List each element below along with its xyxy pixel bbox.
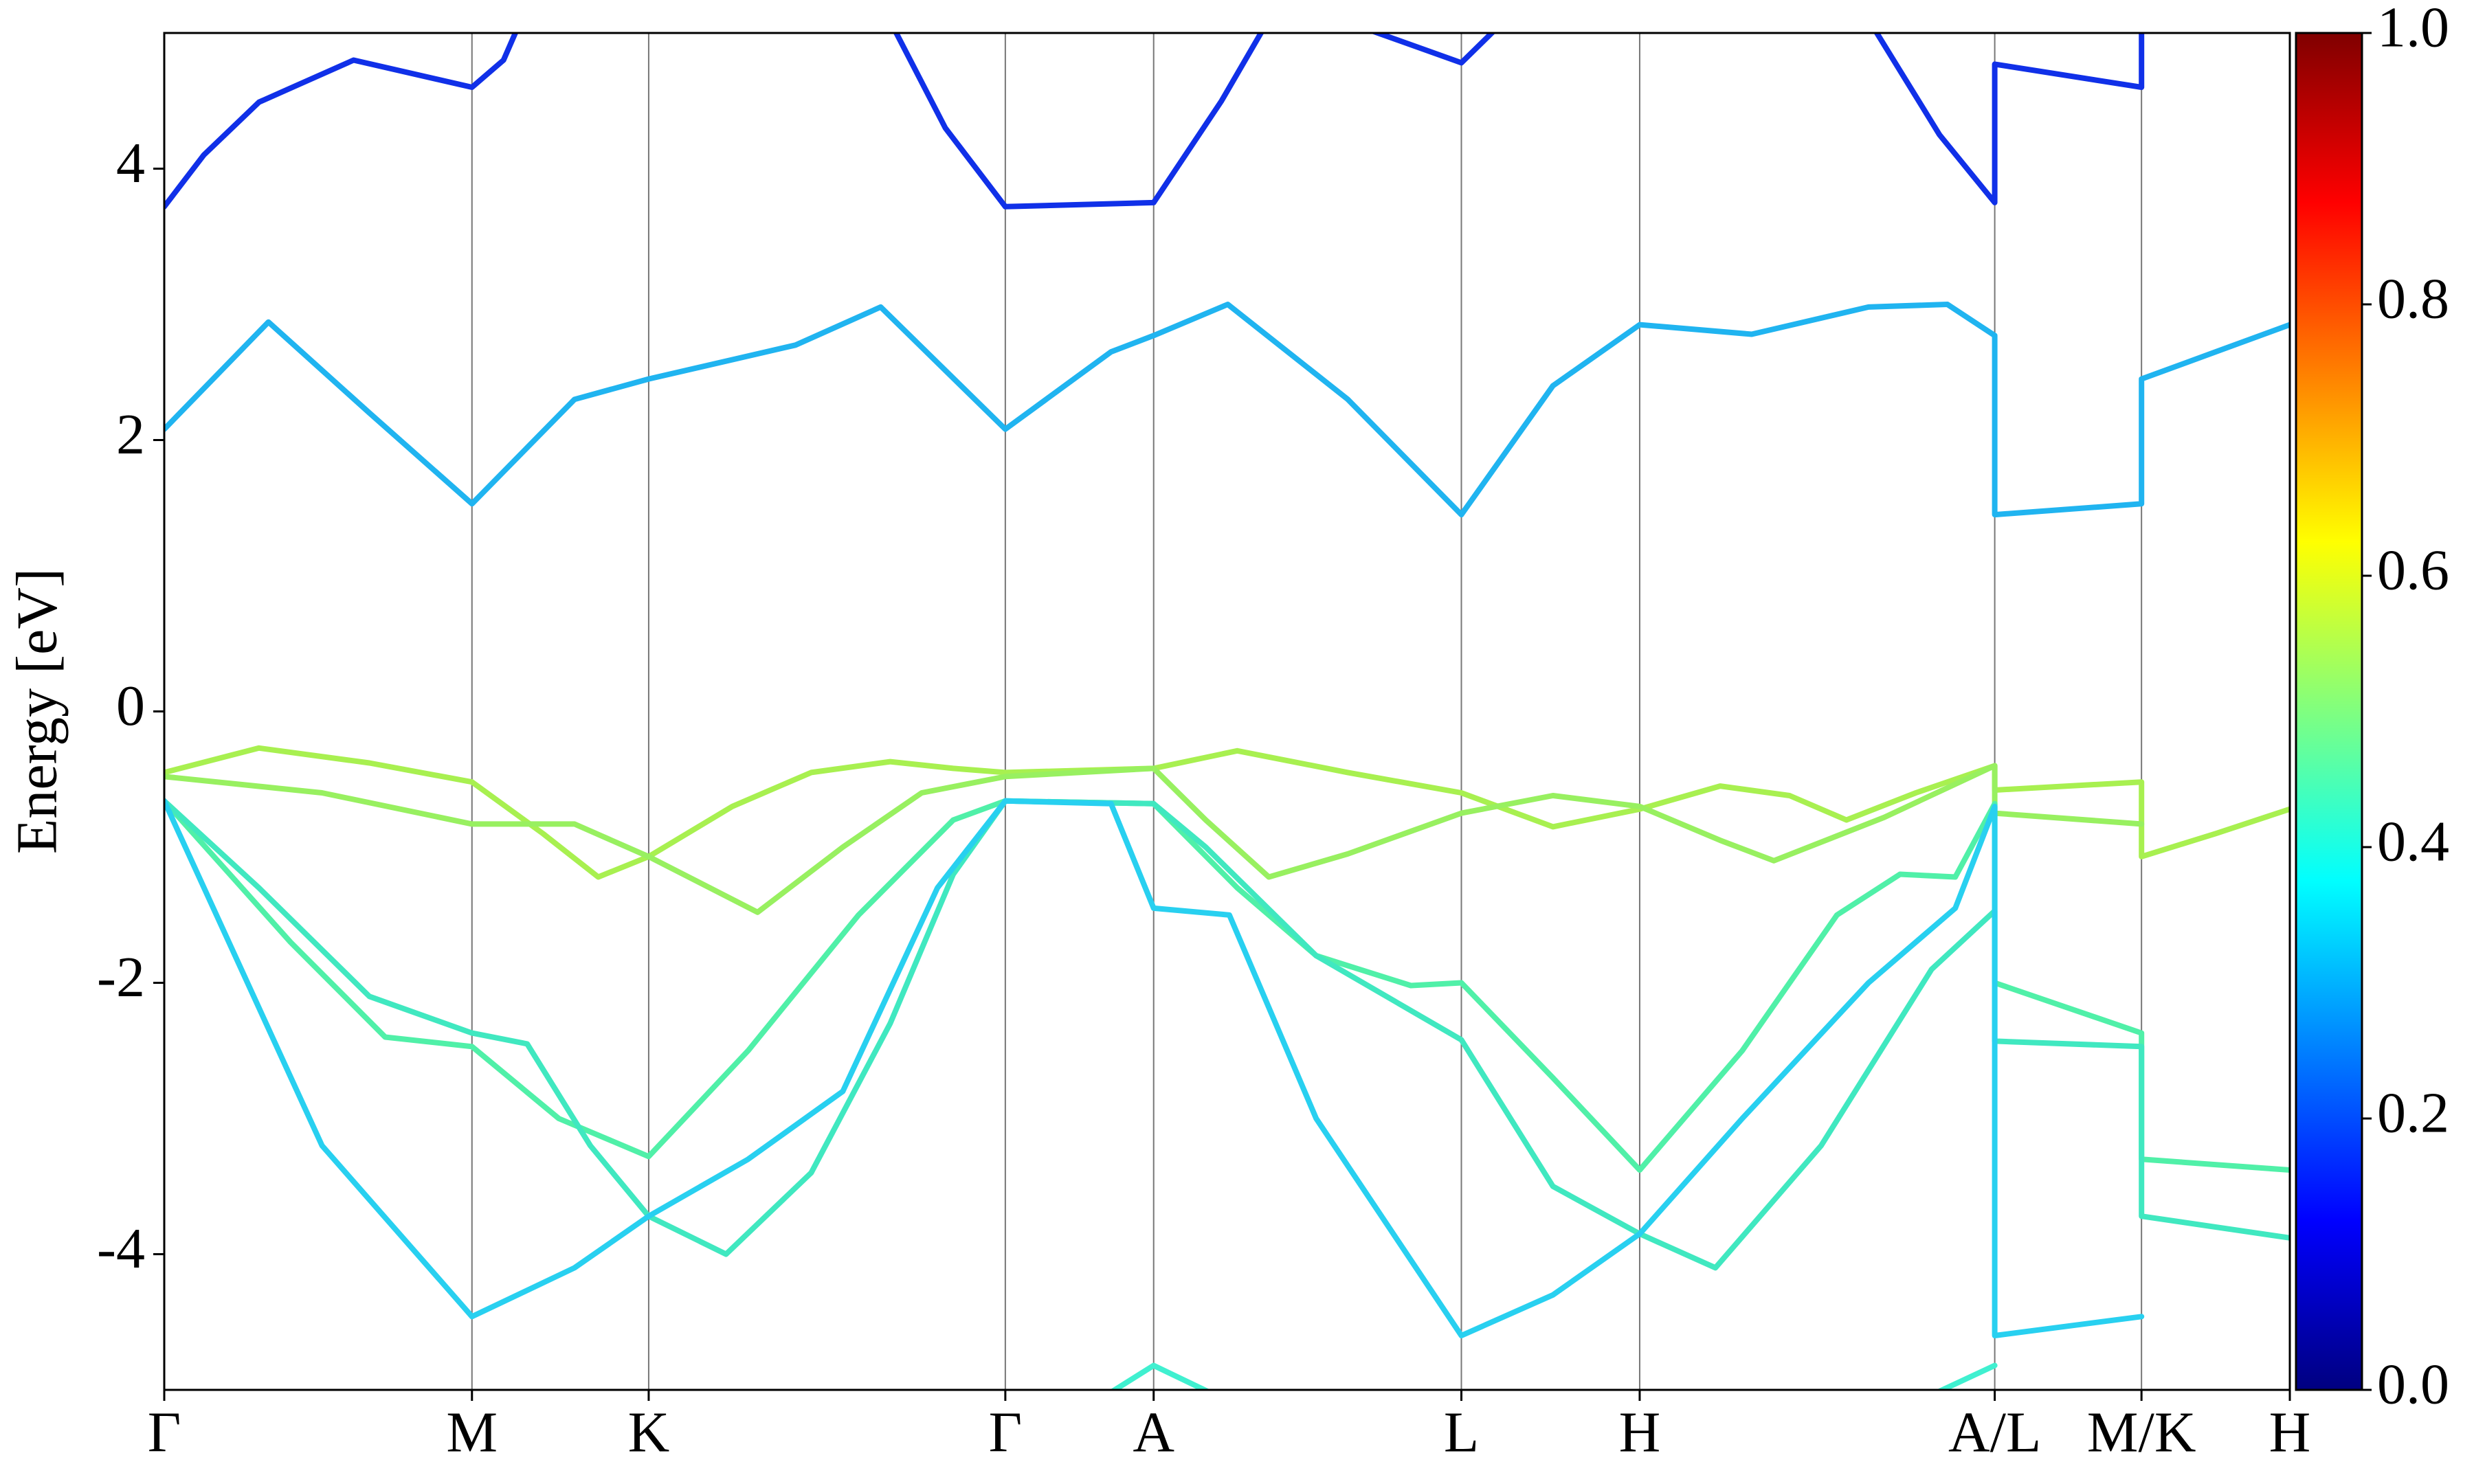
colorbar-tick-label: 0.4 — [2377, 809, 2449, 873]
colorbar-tick-label: 0.2 — [2377, 1081, 2449, 1145]
band — [893, 33, 1264, 210]
band — [164, 798, 2145, 1338]
x-tick-label: H — [1619, 1400, 1661, 1464]
x-tick-label: H — [2269, 1400, 2311, 1464]
band — [164, 798, 2290, 1271]
x-tick-label: L — [1444, 1400, 1479, 1464]
y-tick-label: 0 — [116, 674, 145, 738]
bands — [164, 33, 2290, 1390]
y-tick-label: -2 — [97, 945, 145, 1009]
x-tick-label: Γ — [148, 1400, 181, 1464]
plot-frame — [163, 32, 2291, 1391]
x-tick-label: M/K — [2087, 1400, 2196, 1464]
colorbar-tick-label: 0.0 — [2377, 1352, 2449, 1416]
band — [164, 33, 519, 210]
y-tick-label: 2 — [116, 403, 145, 466]
x-tick-label: K — [628, 1400, 670, 1464]
band — [1109, 1362, 1211, 1390]
x-tick-label: A — [1133, 1400, 1174, 1464]
colorbar-tick-label: 0.8 — [2377, 267, 2449, 330]
x-tick-label: A/L — [1948, 1400, 2041, 1464]
y-tick-label: -4 — [97, 1217, 145, 1281]
band — [164, 745, 2290, 880]
band — [1369, 33, 1496, 66]
y-axis-label: Energy [eV] — [5, 568, 69, 854]
band — [164, 798, 2290, 1173]
band — [1873, 33, 2145, 205]
colorbar-tick-label: 1.0 — [2377, 0, 2449, 59]
colorbar-tick-label: 0.6 — [2377, 538, 2449, 602]
x-tick-label: M — [446, 1400, 498, 1464]
colorbar — [2295, 32, 2363, 1391]
band — [1936, 1362, 1998, 1390]
y-tick-label: 4 — [116, 131, 145, 195]
band — [164, 763, 2145, 915]
x-tick-label: Γ — [989, 1400, 1023, 1464]
band — [164, 302, 2290, 518]
